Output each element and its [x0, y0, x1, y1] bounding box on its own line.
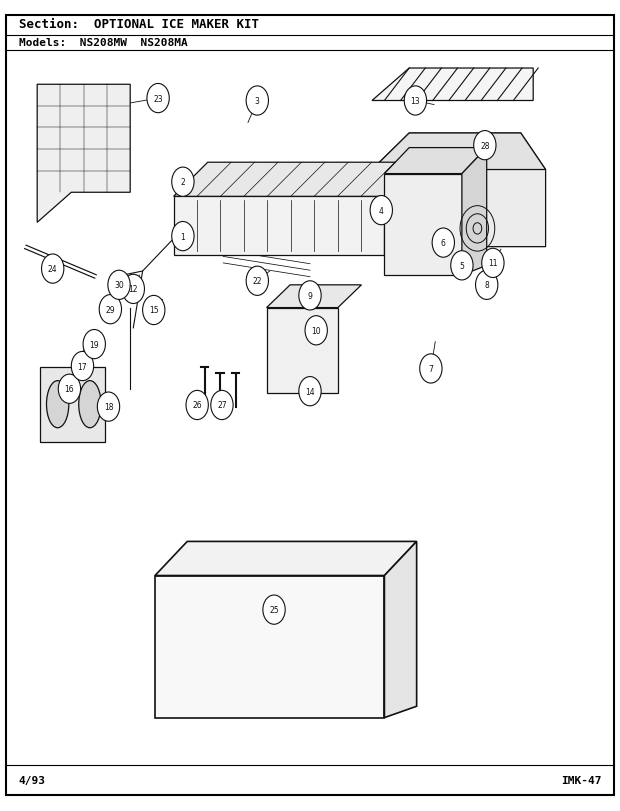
Circle shape: [432, 229, 454, 258]
Circle shape: [83, 330, 105, 359]
Bar: [40, 367, 105, 442]
Circle shape: [186, 391, 208, 420]
Circle shape: [451, 251, 473, 281]
Circle shape: [42, 255, 64, 284]
Polygon shape: [372, 134, 546, 170]
Polygon shape: [174, 163, 418, 197]
Text: 7: 7: [428, 364, 433, 374]
Circle shape: [404, 87, 427, 116]
Text: 27: 27: [217, 401, 227, 410]
Circle shape: [246, 87, 268, 116]
Text: 11: 11: [488, 259, 498, 268]
Polygon shape: [155, 542, 417, 576]
Text: 4: 4: [379, 206, 384, 216]
Text: 19: 19: [89, 340, 99, 350]
Ellipse shape: [79, 381, 101, 428]
Text: IMK-47: IMK-47: [561, 775, 601, 785]
Circle shape: [299, 377, 321, 406]
Circle shape: [99, 295, 122, 324]
Polygon shape: [372, 134, 546, 247]
Circle shape: [370, 196, 392, 225]
Text: Section:  OPTIONAL ICE MAKER KIT: Section: OPTIONAL ICE MAKER KIT: [19, 18, 259, 31]
Circle shape: [172, 168, 194, 197]
Text: 26: 26: [192, 401, 202, 410]
Circle shape: [299, 281, 321, 311]
Text: 1: 1: [180, 232, 185, 242]
Text: 6: 6: [441, 238, 446, 248]
Text: 9: 9: [308, 291, 312, 301]
Bar: [384, 174, 462, 276]
Circle shape: [147, 84, 169, 114]
Polygon shape: [183, 180, 192, 195]
Bar: [267, 308, 338, 393]
Bar: [155, 576, 384, 718]
Text: 22: 22: [252, 277, 262, 286]
Text: 12: 12: [128, 285, 138, 294]
Circle shape: [122, 275, 144, 304]
Text: 29: 29: [105, 305, 115, 315]
Text: 25: 25: [269, 605, 279, 615]
Text: 24: 24: [48, 264, 58, 274]
Circle shape: [211, 391, 233, 420]
Text: 28: 28: [480, 141, 490, 151]
Polygon shape: [462, 148, 487, 276]
Text: 23: 23: [153, 94, 163, 104]
Text: 16: 16: [64, 384, 74, 394]
Polygon shape: [384, 148, 487, 174]
Text: 13: 13: [410, 97, 420, 106]
Bar: [174, 197, 384, 255]
Circle shape: [71, 352, 94, 381]
Polygon shape: [37, 85, 130, 223]
Text: 14: 14: [305, 387, 315, 397]
Circle shape: [305, 316, 327, 345]
Circle shape: [108, 271, 130, 300]
Text: 17: 17: [78, 362, 87, 371]
Text: 3: 3: [255, 97, 260, 106]
Circle shape: [476, 271, 498, 300]
Polygon shape: [267, 285, 361, 308]
Circle shape: [172, 222, 194, 251]
Text: 5: 5: [459, 261, 464, 271]
Polygon shape: [372, 69, 533, 101]
Text: 15: 15: [149, 306, 159, 315]
Circle shape: [474, 131, 496, 161]
Text: 4/93: 4/93: [19, 775, 46, 785]
Circle shape: [482, 249, 504, 278]
Polygon shape: [384, 542, 417, 718]
Ellipse shape: [46, 381, 69, 428]
Text: 10: 10: [311, 326, 321, 336]
Text: Models:  NS208MW  NS208MA: Models: NS208MW NS208MA: [19, 38, 187, 48]
Circle shape: [143, 296, 165, 325]
Circle shape: [246, 267, 268, 296]
Circle shape: [263, 595, 285, 624]
Text: 30: 30: [114, 281, 124, 290]
Text: 2: 2: [180, 178, 185, 187]
Circle shape: [58, 375, 81, 404]
Circle shape: [97, 393, 120, 422]
Text: 8: 8: [484, 281, 489, 290]
Text: 18: 18: [104, 402, 113, 412]
Circle shape: [420, 354, 442, 384]
